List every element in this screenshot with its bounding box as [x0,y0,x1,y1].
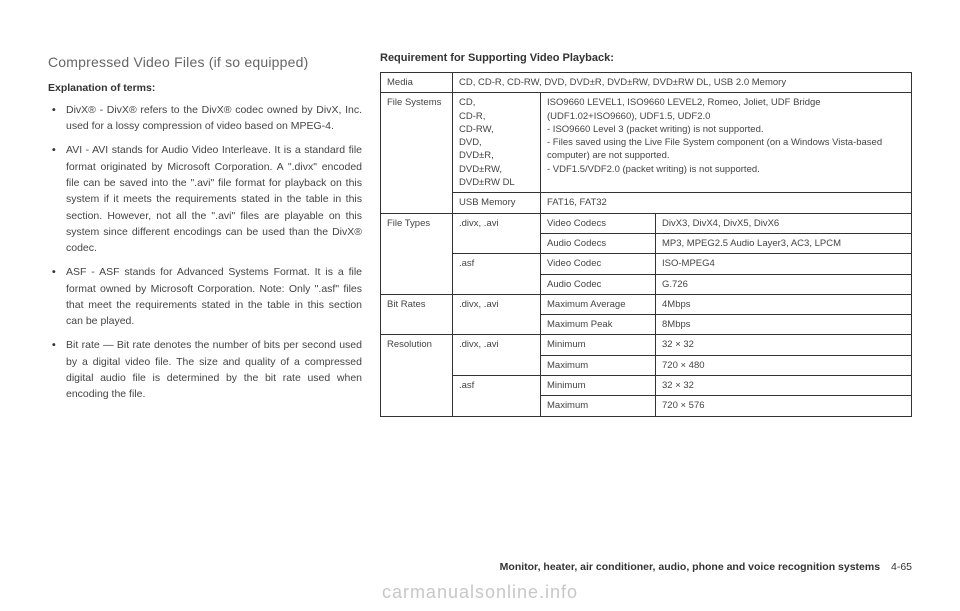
footer-text: Monitor, heater, air conditioner, audio,… [500,561,880,573]
cell-res-asf-min-value: 32 × 32 [656,376,912,396]
cell-fs-col1: CD, CD-R, CD-RW, DVD, DVD±R, DVD±RW, DVD… [453,93,541,193]
cell-ft-divx-ac-value: MP3, MPEG2.5 Audio Layer3, AC3, LPCM [656,233,912,253]
cell-br-maxavg-value: 4Mbps [656,294,912,314]
table-row: Resolution .divx, .avi Minimum 32 × 32 [381,335,912,355]
term-item: Bit rate — Bit rate denotes the number o… [48,337,362,402]
cell-br-maxpeak-value: 8Mbps [656,315,912,335]
watermark: carmanualsonline.info [0,582,960,603]
cell-br-maxavg-label: Maximum Average [541,294,656,314]
cell-ft-asf: .asf [453,254,541,295]
cell-media-value: CD, CD-R, CD-RW, DVD, DVD±R, DVD±RW, DVD… [453,73,912,93]
table-row: .asf Video Codec ISO-MPEG4 [381,254,912,274]
table-row: File Types .divx, .avi Video Codecs DivX… [381,213,912,233]
cell-fs-usb-label: USB Memory [453,193,541,213]
right-column: Requirement for Supporting Video Playbac… [380,52,912,417]
cell-res-divx-max-label: Maximum [541,355,656,375]
cell-ft-divx-vc-label: Video Codecs [541,213,656,233]
cell-fs-label: File Systems [381,93,453,213]
spec-table: Media CD, CD-R, CD-RW, DVD, DVD±R, DVD±R… [380,72,912,417]
cell-ft-divx-vc-value: DivX3, DivX4, DivX5, DivX6 [656,213,912,233]
cell-br-maxpeak-label: Maximum Peak [541,315,656,335]
cell-res-label: Resolution [381,335,453,416]
cell-ft-asf-ac-label: Audio Codec [541,274,656,294]
cell-res-asf-min-label: Minimum [541,376,656,396]
section-heading: Compressed Video Files (if so equipped) [48,52,362,74]
cell-res-divx-min-value: 32 × 32 [656,335,912,355]
table-row: .asf Minimum 32 × 32 [381,376,912,396]
cell-ft-label: File Types [381,213,453,294]
term-item: AVI - AVI stands for Audio Video Interle… [48,142,362,256]
cell-media-label: Media [381,73,453,93]
cell-fs-usb-value: FAT16, FAT32 [541,193,912,213]
page-number: 4-65 [891,561,912,573]
cell-fs-col2: ISO9660 LEVEL1, ISO9660 LEVEL2, Romeo, J… [541,93,912,193]
cell-br-ext: .divx, .avi [453,294,541,335]
cell-ft-asf-vc-value: ISO-MPEG4 [656,254,912,274]
table-row: Media CD, CD-R, CD-RW, DVD, DVD±R, DVD±R… [381,73,912,93]
left-column: Compressed Video Files (if so equipped) … [48,52,362,417]
term-item: ASF - ASF stands for Advanced Systems Fo… [48,264,362,329]
cell-ft-asf-vc-label: Video Codec [541,254,656,274]
table-row: Bit Rates .divx, .avi Maximum Average 4M… [381,294,912,314]
cell-br-label: Bit Rates [381,294,453,335]
cell-ft-divx: .divx, .avi [453,213,541,254]
terms-list: DivX® - DivX® refers to the DivX® codec … [48,102,362,403]
table-heading: Requirement for Supporting Video Playbac… [380,52,912,64]
cell-res-asf-max-value: 720 × 576 [656,396,912,416]
cell-res-asf-max-label: Maximum [541,396,656,416]
subheading: Explanation of terms: [48,80,362,96]
page-content: Compressed Video Files (if so equipped) … [48,52,912,417]
table-row: USB Memory FAT16, FAT32 [381,193,912,213]
cell-ft-asf-ac-value: G.726 [656,274,912,294]
cell-res-asf: .asf [453,376,541,417]
term-item: DivX® - DivX® refers to the DivX® codec … [48,102,362,135]
cell-ft-divx-ac-label: Audio Codecs [541,233,656,253]
cell-res-divx-max-value: 720 × 480 [656,355,912,375]
cell-res-divx-min-label: Minimum [541,335,656,355]
page-footer: Monitor, heater, air conditioner, audio,… [500,561,912,573]
cell-res-divx: .divx, .avi [453,335,541,376]
table-row: File Systems CD, CD-R, CD-RW, DVD, DVD±R… [381,93,912,193]
